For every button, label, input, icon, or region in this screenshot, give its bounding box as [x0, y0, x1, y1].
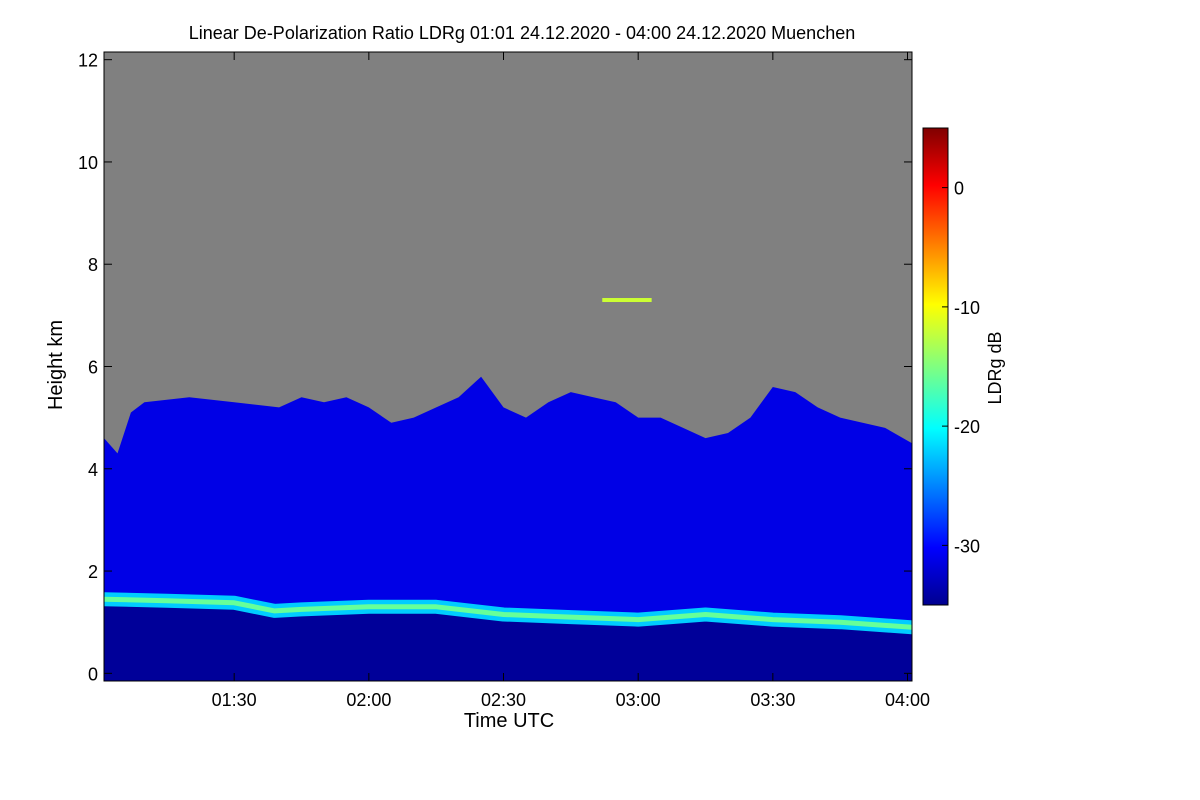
y-axis: 0 2 4 6 8 10 12	[78, 51, 912, 684]
colorbar-tick-label: -20	[954, 417, 980, 437]
cloud-layer-7km	[602, 298, 652, 303]
colorbar-gradient	[922, 127, 949, 606]
boundary-layer-band	[103, 596, 913, 630]
y-axis-label: Height km	[45, 320, 67, 410]
x-tick-label: 02:00	[346, 690, 391, 710]
x-tick-label: 03:30	[750, 690, 795, 710]
colorbar-tick-label: 0	[954, 179, 964, 199]
y-tick-label: 8	[88, 255, 98, 275]
x-tick-label: 02:30	[481, 690, 526, 710]
colorbar-ticks: 0 -10 -20 -30	[942, 179, 980, 556]
chart-title: Linear De-Polarization Ratio LDRg 01:01 …	[189, 23, 855, 43]
x-tick-label: 03:00	[616, 690, 661, 710]
colorbar	[922, 127, 949, 606]
colorbar-tick-label: -10	[954, 298, 980, 318]
colorbar-label: LDRg dB	[985, 331, 1005, 404]
colorbar-tick-label: -30	[954, 536, 980, 556]
y-tick-label: 2	[88, 562, 98, 582]
y-tick-label: 10	[78, 153, 98, 173]
x-axis: 01:30 02:00 02:30 03:00 03:30 04:00	[212, 52, 930, 710]
y-tick-label: 12	[78, 51, 98, 71]
y-tick-label: 6	[88, 358, 98, 378]
x-axis-label: Time UTC	[464, 710, 554, 732]
plot-area	[103, 51, 913, 682]
y-tick-label: 4	[88, 460, 98, 480]
x-tick-label: 04:00	[885, 690, 930, 710]
y-tick-label: 0	[88, 664, 98, 684]
x-tick-label: 01:30	[212, 690, 257, 710]
